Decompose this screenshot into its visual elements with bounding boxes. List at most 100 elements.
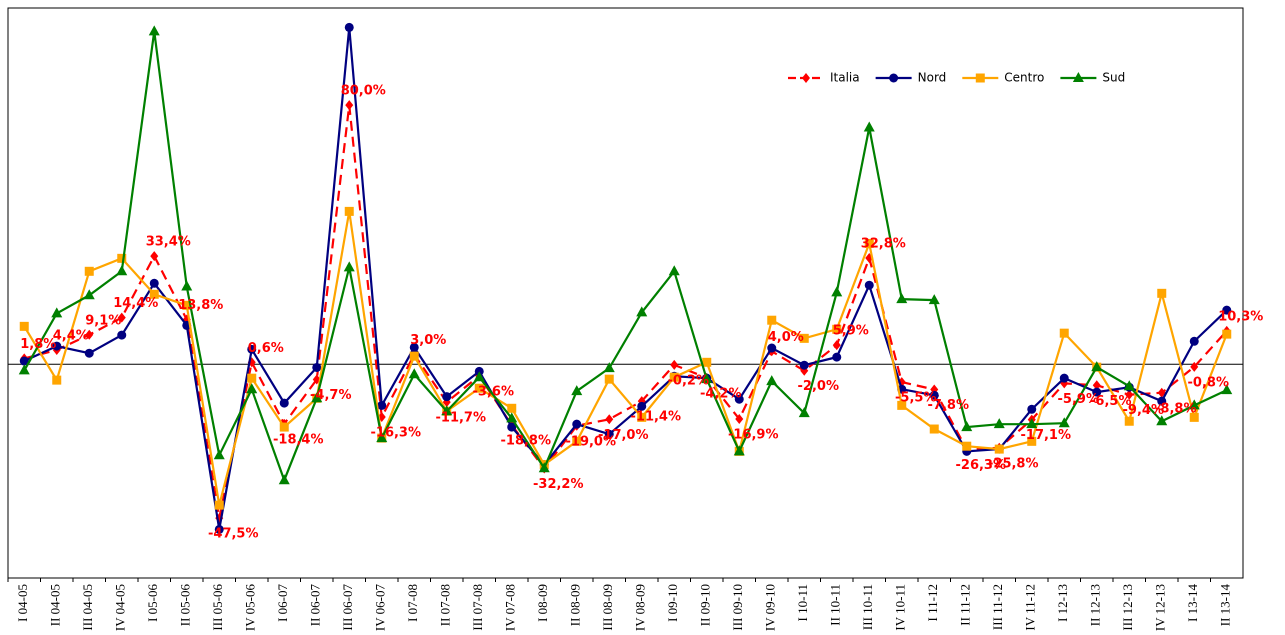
data-label: -19,0%: [566, 434, 617, 449]
point: [214, 500, 224, 510]
point: [766, 375, 778, 386]
point: [51, 307, 63, 318]
point: [84, 266, 94, 276]
series-line: [23, 211, 1228, 506]
point: [669, 372, 679, 382]
point: [117, 253, 127, 263]
point: [865, 253, 874, 264]
point: [408, 368, 420, 379]
x-tick-label: III 05-06: [210, 584, 225, 631]
data-label: 1,8%: [20, 337, 56, 352]
point: [767, 343, 777, 353]
point: [1188, 399, 1200, 410]
x-tick-label: III 04-05: [80, 584, 95, 631]
point: [929, 390, 939, 400]
point: [117, 312, 126, 323]
point: [538, 462, 550, 473]
point: [377, 400, 387, 410]
x-tick-label: III 11-12: [990, 584, 1005, 630]
point: [1059, 328, 1069, 338]
data-label: -5,5%: [895, 391, 936, 406]
data-label: -11,7%: [436, 411, 487, 426]
data-label: 4,4%: [53, 329, 89, 344]
point: [702, 357, 712, 367]
x-tick-label: II 08-09: [568, 584, 583, 626]
x-tick-label: III 10-11: [860, 584, 875, 630]
legend-label: Sud: [1102, 71, 1125, 85]
x-tick-label: III 08-09: [600, 584, 615, 631]
point: [897, 400, 907, 410]
point: [507, 403, 517, 413]
point: [18, 364, 30, 375]
point: [993, 418, 1005, 429]
data-label: -16,9%: [728, 427, 779, 442]
point: [962, 441, 972, 451]
point: [1059, 373, 1069, 383]
point: [1157, 288, 1167, 298]
point: [733, 445, 745, 456]
data-label: -6,5%: [1090, 394, 1131, 409]
legend-marker: [975, 73, 985, 83]
point: [442, 392, 452, 402]
data-label: 5,9%: [833, 324, 869, 339]
x-tick-label: IV 04-05: [113, 584, 128, 631]
point: [150, 251, 159, 262]
data-label: -8,8%: [1155, 401, 1196, 416]
x-tick-label: I 08-09: [535, 584, 550, 622]
data-label: 9,1%: [85, 313, 121, 328]
point: [506, 412, 518, 423]
x-tick-label: I 06-07: [275, 584, 290, 622]
point: [603, 362, 615, 373]
point: [605, 414, 614, 425]
x-tick-label: II 07-08: [438, 584, 453, 626]
point: [1091, 361, 1103, 372]
x-tick-label: III 06-07: [340, 584, 355, 631]
point: [247, 344, 257, 354]
point: [799, 333, 809, 343]
point: [409, 342, 419, 352]
data-label: -4,2%: [700, 386, 741, 401]
point: [473, 371, 485, 382]
legend-marker: [802, 73, 810, 83]
point: [409, 351, 419, 361]
point: [85, 329, 94, 340]
x-tick-label: II 10-11: [828, 584, 843, 626]
point: [83, 289, 95, 300]
x-tick-label: IV 06-07: [373, 584, 388, 632]
point: [1026, 418, 1038, 429]
point: [1157, 396, 1167, 406]
legend-marker: [889, 73, 899, 83]
series-line: [23, 27, 1228, 530]
point: [1190, 361, 1199, 372]
point: [116, 265, 128, 276]
point: [214, 524, 224, 534]
point: [1092, 387, 1102, 397]
data-label: -16,3%: [371, 426, 422, 441]
data-label: -3,6%: [473, 384, 514, 399]
data-label: 10,3%: [1218, 309, 1263, 324]
legend-label: Centro: [1004, 71, 1044, 85]
x-tick-label: IV 10-11: [893, 584, 908, 631]
data-label: 3,0%: [410, 333, 446, 348]
point: [637, 412, 647, 422]
point: [52, 341, 62, 351]
point: [863, 121, 875, 132]
point: [279, 398, 289, 408]
x-tick-label: III 09-10: [730, 584, 745, 631]
point: [668, 265, 680, 276]
point: [767, 315, 777, 325]
point: [247, 373, 257, 383]
point: [1222, 305, 1232, 315]
point: [572, 436, 582, 446]
data-label: -11,4%: [631, 410, 682, 425]
x-tick-label: II 05-06: [178, 584, 193, 627]
series: [18, 25, 1233, 485]
point: [961, 421, 973, 432]
point: [929, 424, 939, 434]
x-tick-label: III 12-13: [1120, 584, 1135, 631]
data-label: -9,4%: [1123, 403, 1164, 418]
x-tick-label: II 06-07: [308, 584, 323, 627]
point: [311, 392, 323, 403]
point: [149, 289, 159, 299]
point: [376, 432, 388, 443]
